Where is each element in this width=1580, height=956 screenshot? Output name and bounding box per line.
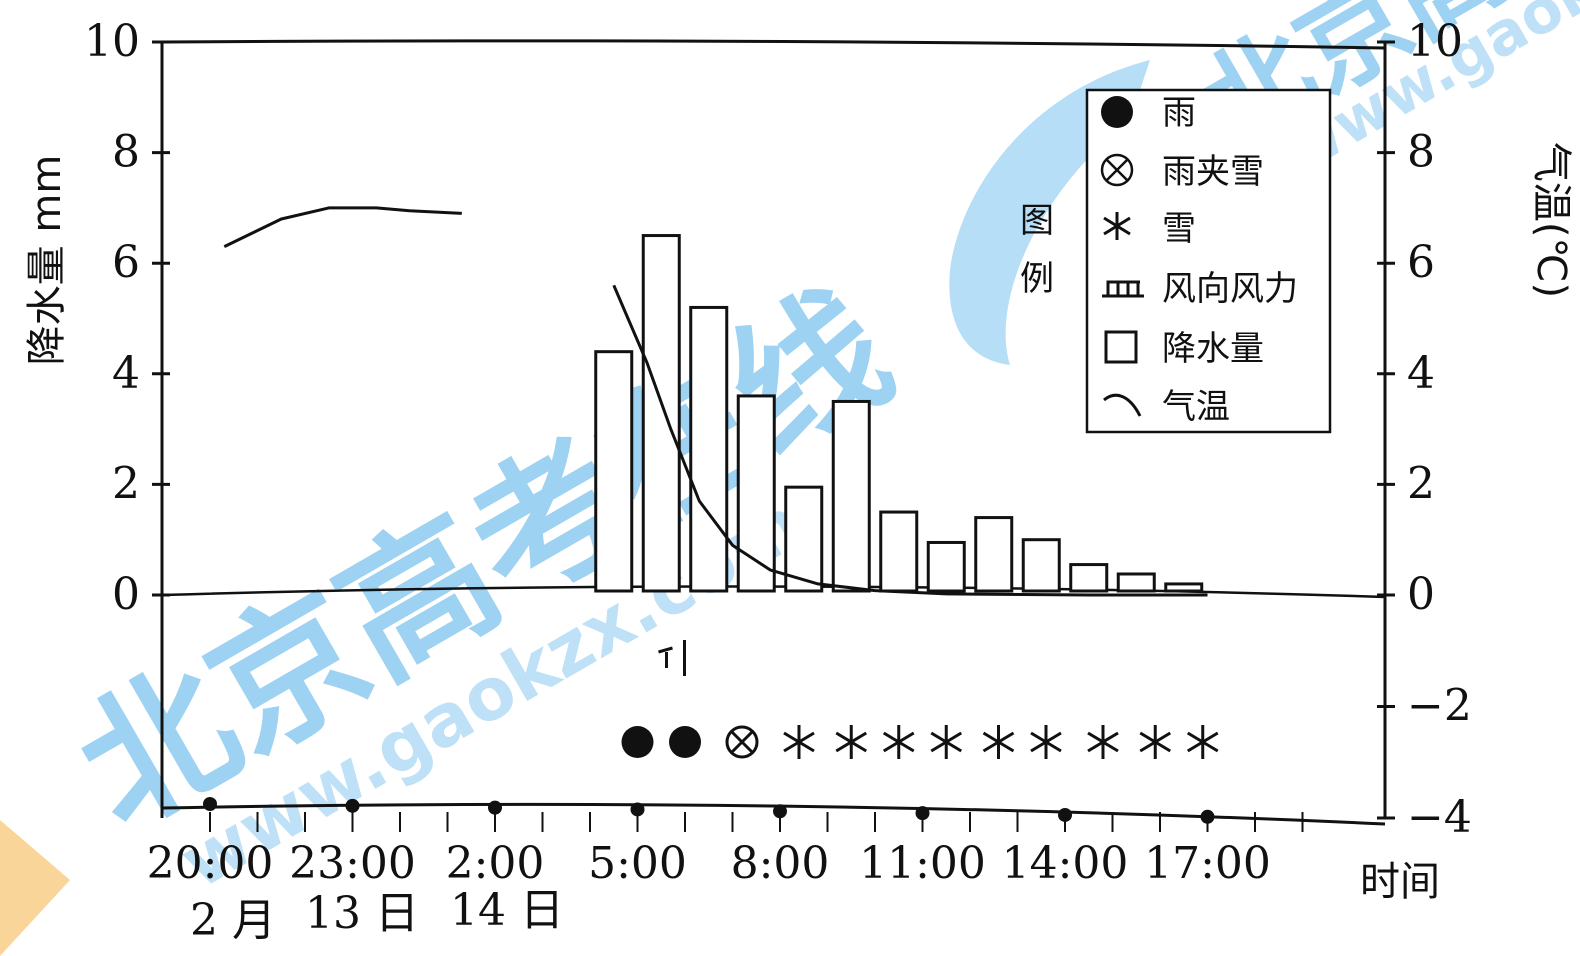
bottom-baseline xyxy=(161,797,1386,826)
weather-symbols xyxy=(621,640,1219,759)
y2-tick-label: 8 xyxy=(1407,127,1435,178)
y-tick-label: 8 xyxy=(112,127,140,178)
date-label-month: 2 月 xyxy=(190,895,276,946)
legend: 图 例 雨 雨夹雪 雪 风向风力 降水量 气温 xyxy=(1020,88,1332,434)
wind-barb-icon xyxy=(1102,280,1144,298)
temperature-segment xyxy=(612,284,1208,597)
snow-symbol xyxy=(1139,725,1172,759)
y2-axis-label: 气温(℃) xyxy=(1528,142,1574,298)
y-axis-label: 降水量 mm xyxy=(24,155,70,366)
baseline-dot xyxy=(1058,807,1072,822)
baseline-dot xyxy=(915,806,930,821)
precip-bar xyxy=(1021,538,1061,593)
precip-bar xyxy=(1164,582,1204,593)
watermark-corner-orange-icon xyxy=(0,820,70,956)
snow-symbol xyxy=(835,725,868,759)
precip-bar xyxy=(1116,572,1156,593)
date-label-14: 14 日 xyxy=(450,885,564,936)
temperature-segment xyxy=(223,206,462,248)
precip-bar xyxy=(831,399,871,593)
top-axis xyxy=(161,39,1386,50)
y-tick-label: 6 xyxy=(112,237,140,288)
legend-label-sleet: 雨夹雪 xyxy=(1162,152,1264,192)
x-tick-label: 17:00 xyxy=(1144,838,1271,889)
precip-bar xyxy=(879,510,919,593)
baseline-dot xyxy=(488,800,502,815)
sleet-icon xyxy=(1100,153,1134,187)
snow-symbol xyxy=(1087,725,1119,759)
legend-box xyxy=(1085,88,1332,434)
legend-label-precip: 降水量 xyxy=(1162,329,1264,369)
date-label-13: 13 日 xyxy=(305,888,419,939)
snow-symbol xyxy=(882,725,915,759)
precip-bar xyxy=(641,234,681,593)
precip-bar xyxy=(974,516,1014,593)
x-tick-label: 23:00 xyxy=(289,838,416,889)
legend-title-1: 图 xyxy=(1020,201,1054,241)
baseline-dot xyxy=(773,804,787,819)
temp-line-icon xyxy=(1103,393,1142,417)
y-tick-label: 2 xyxy=(112,458,140,509)
snow-symbol xyxy=(783,725,815,759)
wind-barb-marker xyxy=(658,640,686,676)
y2-tick-label: −4 xyxy=(1407,792,1472,843)
baseline-dot xyxy=(203,797,217,811)
x-tick-label: 8:00 xyxy=(731,838,830,889)
x-tick-label: 5:00 xyxy=(588,838,687,889)
snow-symbol xyxy=(1186,725,1219,759)
snow-symbol xyxy=(1030,725,1062,759)
legend-label-temp: 气温 xyxy=(1162,387,1230,427)
snow-icon xyxy=(1103,212,1131,240)
precip-bar xyxy=(594,350,634,593)
x-tick-label: 14:00 xyxy=(1002,838,1129,889)
y2-tick-label: 10 xyxy=(1407,16,1463,67)
precipitation-bars xyxy=(594,234,1204,593)
y2-tick-label: 4 xyxy=(1407,348,1435,399)
y2-tick-label: 2 xyxy=(1407,458,1435,509)
x-tick-label: 20:00 xyxy=(147,838,274,889)
axis-ticks: 0 2 4 6 8 10 −4 −2 0 2 4 6 8 10 20:00 23:00 2:00 5:00 8:00… xyxy=(84,16,1472,889)
precip-bar xyxy=(1069,563,1109,593)
rain-symbol xyxy=(669,726,701,758)
y-tick-label: 4 xyxy=(112,348,140,399)
baseline-dot xyxy=(345,798,360,813)
rain-dot-icon xyxy=(1101,96,1133,128)
sleet-symbol xyxy=(725,725,759,759)
legend-label-rain: 雨 xyxy=(1162,93,1196,133)
x-tick-label: 2:00 xyxy=(446,838,545,889)
x-tick-label: 11:00 xyxy=(859,838,986,889)
legend-label-snow: 雪 xyxy=(1162,209,1196,249)
y2-tick-label: 6 xyxy=(1407,237,1435,288)
baseline-dot xyxy=(630,802,645,817)
snow-symbol xyxy=(930,725,963,759)
temperature-line xyxy=(223,206,1208,597)
precip-bar xyxy=(926,540,966,593)
legend-title-2: 例 xyxy=(1020,259,1054,299)
y2-tick-label: −2 xyxy=(1407,681,1472,732)
x-axis-label: 时间 xyxy=(1360,859,1440,905)
legend-label-wind: 风向风力 xyxy=(1162,269,1298,309)
precip-bar xyxy=(736,394,776,593)
precip-bar xyxy=(689,305,729,593)
snow-symbol xyxy=(982,725,1015,759)
precip-bar xyxy=(784,485,824,593)
bar-box-icon xyxy=(1104,330,1138,364)
rain-symbol xyxy=(621,726,654,758)
baseline-dot xyxy=(1200,809,1215,824)
y2-tick-label: 0 xyxy=(1407,569,1435,620)
y-tick-label: 10 xyxy=(84,16,140,67)
y-tick-label: 0 xyxy=(112,569,140,620)
